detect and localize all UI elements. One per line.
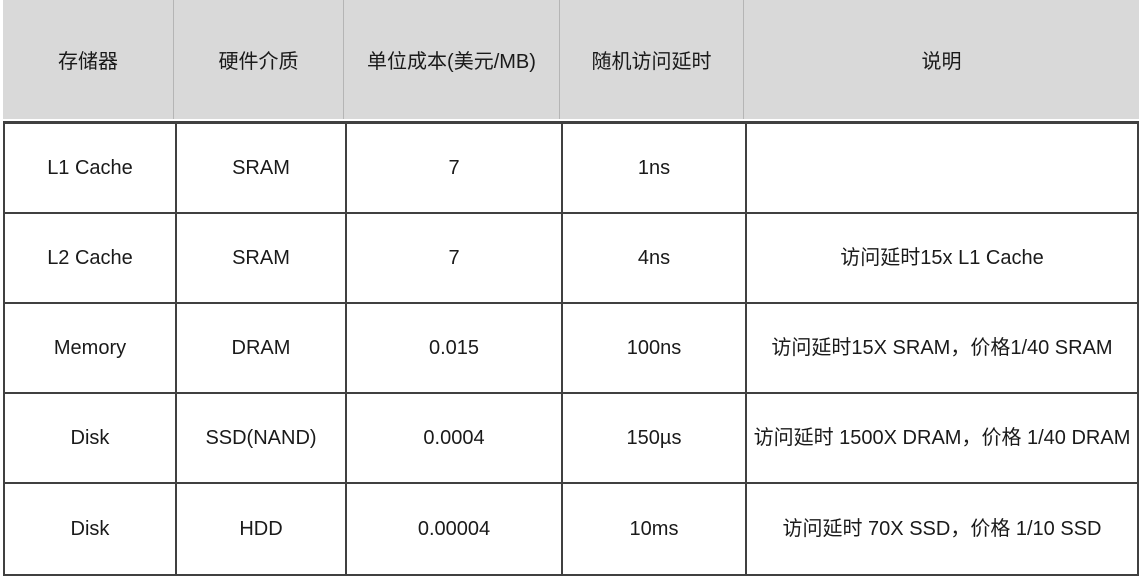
header-cell-storage: 存储器 [58, 51, 118, 73]
cell-medium: SRAM [175, 214, 345, 302]
cell-latency: 100ns [561, 304, 745, 392]
table-row-memory: Memory DRAM 0.015 100ns 访问延时15X SRAM，价格1… [5, 304, 1137, 394]
cell-latency: 4ns [561, 214, 745, 302]
table-row-l1-cache: L1 Cache SRAM 7 1ns [5, 124, 1137, 214]
cell-notes [745, 124, 1137, 212]
cell-medium: SSD(NAND) [175, 394, 345, 482]
cell-notes: 访问延时 70X SSD，价格 1/10 SSD [745, 484, 1137, 574]
cell-storage: Disk [70, 426, 110, 449]
storage-hierarchy-table: 存储器 硬件介质 单位成本(美元/MB) 随机访问延时 说明 L1 Cache … [3, 0, 1139, 576]
header-cell-notes: 说明 [743, 0, 1139, 119]
cell-storage: L2 Cache [47, 246, 133, 269]
cell-notes: 访问延时15x L1 Cache [745, 214, 1137, 302]
cell-medium: SRAM [175, 124, 345, 212]
table-row-l2-cache: L2 Cache SRAM 7 4ns 访问延时15x L1 Cache [5, 214, 1137, 304]
header-cell-medium: 硬件介质 [173, 0, 343, 119]
cell-storage: Disk [70, 517, 110, 540]
cell-unit-cost: 7 [345, 124, 561, 212]
table-body: L1 Cache SRAM 7 1ns L2 Cache SRAM 7 4ns … [3, 121, 1139, 576]
cell-latency: 1ns [561, 124, 745, 212]
cell-unit-cost: 7 [345, 214, 561, 302]
table-row-disk-ssd: Disk SSD(NAND) 0.0004 150µs 访问延时 1500X D… [5, 394, 1137, 484]
cell-notes: 访问延时15X SRAM，价格1/40 SRAM [745, 304, 1137, 392]
cell-storage: L1 Cache [47, 156, 133, 179]
cell-latency: 10ms [561, 484, 745, 574]
cell-storage: Memory [53, 336, 127, 359]
cell-medium: HDD [175, 484, 345, 574]
header-cell-unit-cost: 单位成本(美元/MB) [343, 0, 559, 119]
cell-medium: DRAM [175, 304, 345, 392]
cell-notes: 访问延时 1500X DRAM，价格 1/40 DRAM [745, 394, 1137, 482]
table-header-row: 存储器 硬件介质 单位成本(美元/MB) 随机访问延时 说明 [3, 0, 1139, 119]
cell-unit-cost: 0.00004 [345, 484, 561, 574]
cell-latency: 150µs [561, 394, 745, 482]
cell-unit-cost: 0.0004 [345, 394, 561, 482]
cell-unit-cost: 0.015 [345, 304, 561, 392]
header-cell-latency: 随机访问延时 [559, 0, 743, 119]
table-row-disk-hdd: Disk HDD 0.00004 10ms 访问延时 70X SSD，价格 1/… [5, 484, 1137, 574]
